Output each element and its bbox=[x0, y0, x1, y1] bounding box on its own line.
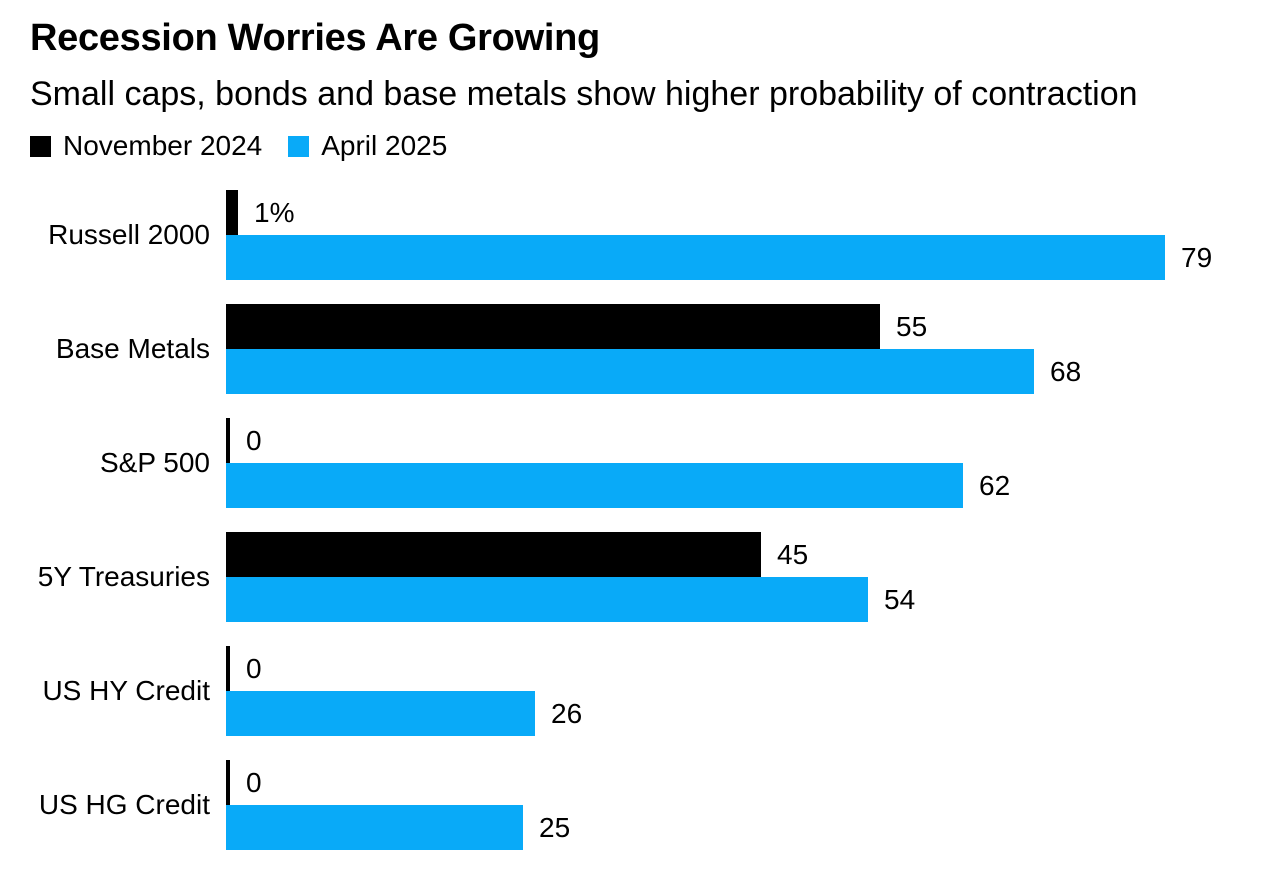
bars-column: 55 68 bbox=[226, 304, 1082, 395]
bar-chart: Russell 2000 1% 79 Base Metals 55 68 S&P 500 0 6… bbox=[30, 190, 1272, 851]
category-label: Russell 2000 bbox=[48, 219, 210, 251]
april-bar bbox=[226, 463, 963, 509]
bar-group: Russell 2000 1% 79 bbox=[30, 190, 1272, 281]
chart-title: Recession Worries Are Growing bbox=[30, 17, 600, 59]
value-label: 0 bbox=[246, 766, 262, 798]
bar-group: 5Y Treasuries 45 54 bbox=[30, 532, 1272, 623]
legend-item-november: November 2024 bbox=[30, 130, 262, 162]
april-bar bbox=[226, 349, 1034, 395]
april-bar bbox=[226, 577, 868, 623]
november-bar bbox=[226, 418, 230, 464]
april-bar bbox=[226, 805, 523, 851]
legend-item-april: April 2025 bbox=[288, 130, 447, 162]
value-label: 0 bbox=[246, 652, 262, 684]
bars-column: 1% 79 bbox=[226, 190, 1213, 281]
category-label: 5Y Treasuries bbox=[37, 561, 210, 593]
chart-card: Recession Worries Are Growing Small caps… bbox=[30, 17, 1272, 851]
bar-row: 55 bbox=[226, 304, 1081, 350]
bar-row: 68 bbox=[226, 349, 1082, 395]
legend-swatch-november bbox=[30, 135, 51, 157]
bars-column: 45 54 bbox=[226, 532, 916, 623]
category-label: US HG Credit bbox=[38, 789, 210, 821]
value-label: 79 bbox=[1181, 241, 1213, 273]
chart-subtitle: Small caps, bonds and base metals show h… bbox=[30, 74, 1138, 113]
bar-row: 62 bbox=[226, 463, 1011, 509]
bar-group: US HG Credit 0 25 bbox=[30, 760, 1272, 851]
bar-group: US HY Credit 0 26 bbox=[30, 646, 1272, 737]
category-label: US HY Credit bbox=[42, 675, 210, 707]
bar-row: 0 bbox=[226, 646, 582, 692]
legend: November 2024 April 2025 bbox=[30, 130, 1272, 162]
november-bar bbox=[226, 532, 761, 578]
value-label: 62 bbox=[979, 469, 1011, 501]
november-bar bbox=[226, 646, 230, 692]
bars-column: 0 25 bbox=[226, 760, 571, 851]
bar-row: 45 bbox=[226, 532, 915, 578]
november-bar bbox=[226, 190, 238, 236]
november-bar bbox=[226, 304, 880, 350]
category-label: Base Metals bbox=[55, 333, 210, 365]
bars-column: 0 62 bbox=[226, 418, 1011, 509]
legend-label-november: November 2024 bbox=[63, 130, 263, 162]
november-bar bbox=[226, 760, 230, 806]
value-label: 1% bbox=[254, 196, 295, 228]
bars-column: 0 26 bbox=[226, 646, 583, 737]
value-label: 0 bbox=[246, 424, 262, 456]
bar-row: 54 bbox=[226, 577, 916, 623]
value-label: 26 bbox=[551, 697, 583, 729]
bar-row: 26 bbox=[226, 691, 583, 737]
bar-row: 0 bbox=[226, 418, 1010, 464]
bar-group: Base Metals 55 68 bbox=[30, 304, 1272, 395]
bar-row: 0 bbox=[226, 760, 570, 806]
bar-row: 1% bbox=[226, 190, 1212, 236]
bar-group: S&P 500 0 62 bbox=[30, 418, 1272, 509]
value-label: 25 bbox=[539, 811, 571, 843]
value-label: 68 bbox=[1050, 355, 1082, 387]
april-bar bbox=[226, 691, 535, 737]
bar-row: 25 bbox=[226, 805, 571, 851]
bar-row: 79 bbox=[226, 235, 1213, 281]
value-label: 54 bbox=[884, 583, 916, 615]
category-label: S&P 500 bbox=[99, 447, 210, 479]
april-bar bbox=[226, 235, 1165, 281]
legend-swatch-april bbox=[288, 135, 310, 157]
value-label: 55 bbox=[896, 310, 928, 342]
value-label: 45 bbox=[777, 538, 809, 570]
legend-label-april: April 2025 bbox=[321, 130, 448, 162]
